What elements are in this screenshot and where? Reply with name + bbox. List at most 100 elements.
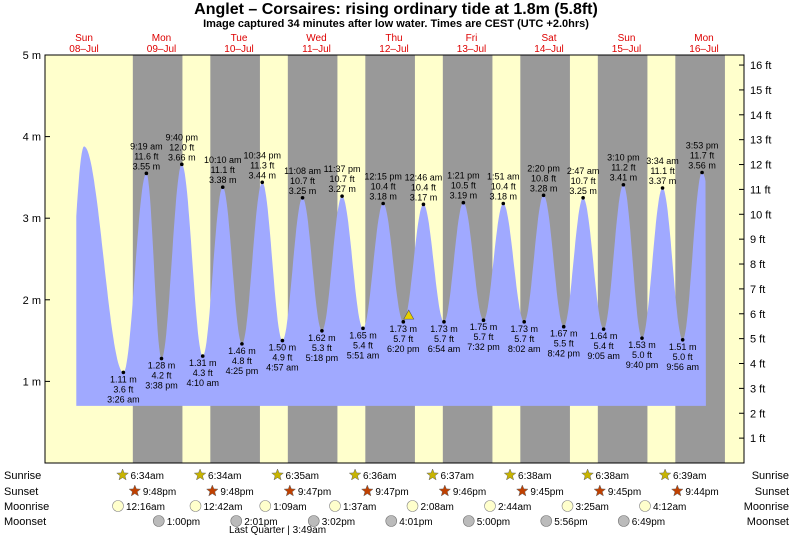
y-tick-label-ft: 15 ft <box>750 85 771 97</box>
moonrise-time-label: 12:42am <box>204 502 243 513</box>
sunrise-time-label: 6:37am <box>441 471 474 482</box>
moonset-icon <box>462 515 475 527</box>
moonrise-icon <box>329 500 341 512</box>
low-tide-ft-label: 5.7 ft <box>434 334 455 344</box>
high-tide-point <box>581 196 585 200</box>
low-tide-ft-label: 5.7 ft <box>474 332 495 342</box>
y-tick-label-ft: 7 ft <box>750 284 765 296</box>
high-tide-m-label: 3.37 m <box>649 176 677 186</box>
high-tide-time-label: 1:51 am <box>487 172 520 182</box>
low-tide-point <box>522 320 526 324</box>
y-tick-label-ft: 9 ft <box>750 234 765 246</box>
y-tick-label-ft: 6 ft <box>750 309 765 321</box>
y-tick-label-ft: 16 ft <box>750 60 771 72</box>
high-tide-ft-label: 10.4 ft <box>371 182 397 192</box>
high-tide-ft-label: 10.4 ft <box>411 182 437 192</box>
high-tide-ft-label: 10.5 ft <box>451 181 477 191</box>
low-tide-m-label: 1.51 m <box>669 342 697 352</box>
moonset-icon <box>385 515 398 527</box>
high-tide-point <box>700 170 704 175</box>
high-tide-ft-label: 10.7 ft <box>290 176 316 186</box>
sun-moon-rows: Sunrise Sunrise Sunset Sunset Moonrise Moonri… <box>4 468 789 536</box>
low-tide-m-label: 1.50 m <box>269 343 297 353</box>
sunset-time-label: 9:45pm <box>530 487 563 498</box>
sunset-icon <box>283 484 297 497</box>
chart-title: Anglet – Corsaires: rising ordinary tide… <box>194 1 598 18</box>
moonset-time-label: 4:01pm <box>399 517 432 528</box>
low-tide-time-label: 8:42 pm <box>547 349 580 359</box>
moonrise-time-label: 4:12am <box>653 502 686 513</box>
sunset-icon <box>205 484 219 497</box>
plot-frame <box>44 54 745 464</box>
tide-labels: Sun08–JulMon09–JulTue10–JulWed11–JulThu1… <box>69 33 718 404</box>
day-name-label: Wed <box>306 33 326 44</box>
moonset-icon <box>152 515 165 527</box>
y-tick-label-ft: 14 ft <box>750 110 771 122</box>
high-tide-m-label: 3.41 m <box>610 173 638 183</box>
low-tide-time-label: 8:02 am <box>508 344 541 354</box>
low-tide-time-label: 6:20 pm <box>387 344 420 354</box>
high-tide-point <box>381 201 385 206</box>
high-tide-m-label: 3.25 m <box>569 186 597 196</box>
low-tide-m-label: 1.11 m <box>110 374 137 384</box>
low-tide-m-label: 1.73 m <box>510 324 538 334</box>
current-level-marker <box>403 309 415 320</box>
moonrise-icon <box>484 500 496 512</box>
moonrise-time-label: 1:09am <box>273 502 306 513</box>
day-name-label: Mon <box>694 33 713 44</box>
moonset-icon <box>307 515 320 527</box>
low-tide-point <box>121 370 126 375</box>
y-tick-label-ft: 10 ft <box>750 209 771 221</box>
day-name-label: Sun <box>618 33 636 44</box>
high-tide-time-label: 2:20 pm <box>527 163 560 173</box>
high-tide-ft-label: 11.3 ft <box>250 160 275 170</box>
high-tide-m-label: 3.56 m <box>688 161 716 171</box>
high-tide-time-label: 11:37 pm <box>324 164 361 174</box>
sunrise-icon <box>193 468 207 481</box>
low-tide-point <box>640 336 644 340</box>
sunrise-time-label: 6:36am <box>363 471 396 482</box>
low-tide-point <box>240 342 244 346</box>
sunset-icon <box>128 484 142 497</box>
sunrise-icon <box>348 468 362 481</box>
y-tick-label-ft: 12 ft <box>750 160 771 172</box>
high-tide-point <box>421 202 426 207</box>
moonrise-icon <box>406 500 419 512</box>
sunrise-icon <box>581 468 594 481</box>
y-tick-label-ft: 4 ft <box>750 359 765 371</box>
moonrise-icon <box>259 500 272 512</box>
y-tick-label-ft: 1 ft <box>750 433 765 445</box>
high-tide-ft-label: 11.1 ft <box>211 165 236 175</box>
sunset-time-label: 9:45pm <box>608 487 641 498</box>
low-tide-m-label: 1.28 m <box>148 361 176 371</box>
high-tide-time-label: 11:08 am <box>284 166 321 176</box>
low-tide-point <box>200 354 205 358</box>
moonrise-time-label: 12:16am <box>126 502 165 513</box>
moonset-row-label-left: Moonset <box>4 516 46 528</box>
sunset-icon <box>438 484 452 497</box>
y-tick-label-m: 5 m <box>23 50 41 62</box>
sunset-icon <box>593 484 607 497</box>
high-tide-m-label: 3.17 m <box>410 192 438 202</box>
sunset-icon <box>670 484 684 497</box>
moonrise-row-label-left: Moonrise <box>4 501 49 513</box>
y-tick-label-m: 2 m <box>23 295 41 307</box>
sunrise-icon <box>658 468 672 481</box>
low-tide-m-label: 1.31 m <box>189 358 217 368</box>
high-tide-ft-label: 12.0 ft <box>169 142 195 152</box>
low-tide-m-label: 1.73 m <box>390 324 418 334</box>
day-name-label: Thu <box>385 33 402 44</box>
sunrise-time-label: 6:38am <box>518 471 551 482</box>
high-tide-point <box>260 180 265 185</box>
low-tide-ft-label: 4.2 ft <box>151 371 172 381</box>
day-date-label: 13–Jul <box>457 44 486 55</box>
high-tide-time-label: 9:40 pm <box>166 132 199 142</box>
low-tide-ft-label: 5.4 ft <box>594 341 615 351</box>
day-date-label: 08–Jul <box>69 44 98 55</box>
moonset-time-label: 1:00pm <box>167 517 200 528</box>
high-tide-time-label: 2:47 am <box>567 166 600 176</box>
low-tide-time-label: 9:05 am <box>587 351 620 361</box>
moonrise-time-label: 1:37am <box>343 502 376 513</box>
y-tick-label-m: 1 m <box>23 376 41 388</box>
